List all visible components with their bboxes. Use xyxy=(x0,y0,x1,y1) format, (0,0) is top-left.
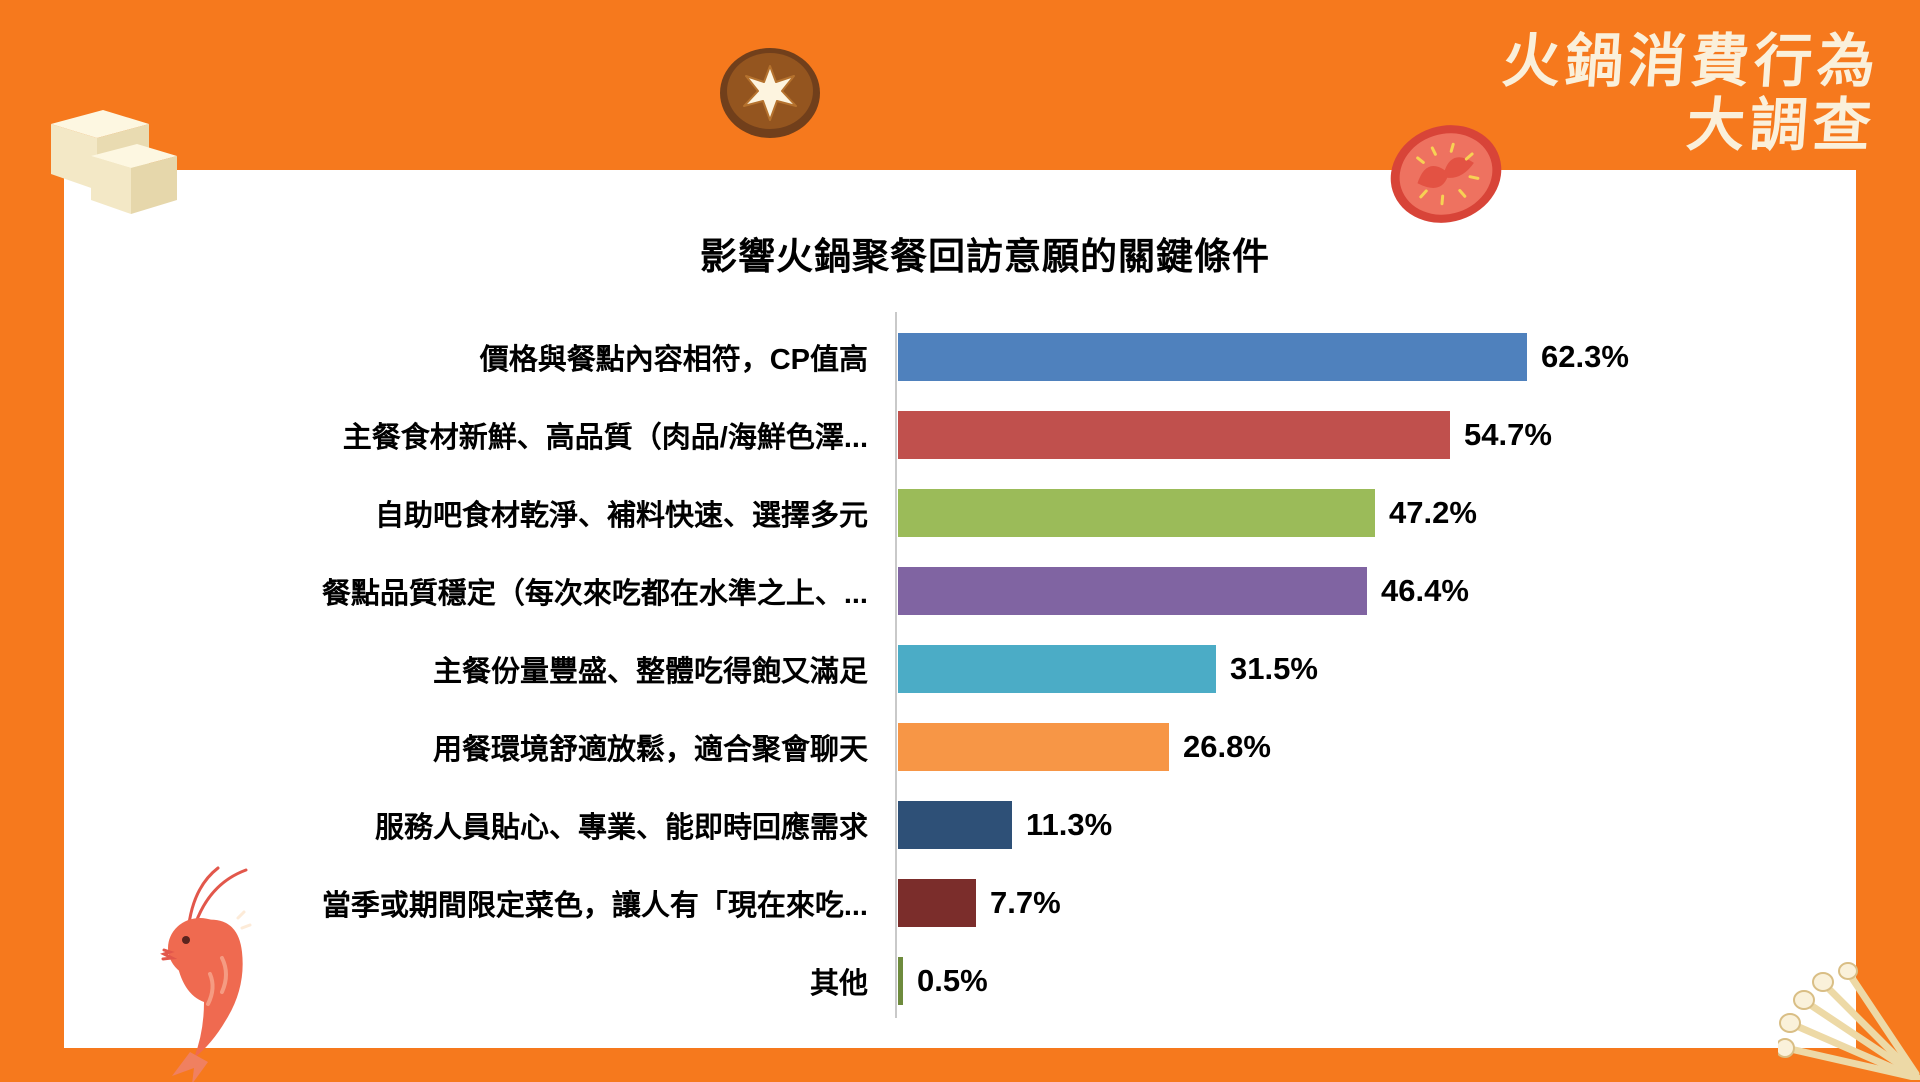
category-label: 價格與餐點內容相符，CP值高 xyxy=(479,344,868,376)
shiitake-mushroom-illustration xyxy=(720,48,820,138)
bar-row: 自助吧食材乾淨、補料快速、選擇多元 47.2% xyxy=(64,474,1836,552)
category-label: 其他 xyxy=(809,968,868,1000)
bar-track: 47.2% xyxy=(895,489,1836,537)
tomato-slice-illustration xyxy=(1390,125,1502,223)
bar xyxy=(898,879,976,927)
bar-track: 26.8% xyxy=(895,723,1836,771)
enoki-mushrooms-illustration xyxy=(1778,962,1920,1080)
bar-track: 62.3% xyxy=(895,333,1836,381)
value-label: 47.2% xyxy=(1389,495,1477,530)
value-label: 54.7% xyxy=(1464,417,1552,452)
category-label: 餐點品質穩定（每次來吃都在水準之上、... xyxy=(321,578,868,610)
bar xyxy=(898,333,1527,381)
tofu-cubes-illustration xyxy=(51,110,177,214)
bar xyxy=(898,957,903,1005)
value-label: 7.7% xyxy=(990,885,1061,920)
value-label: 31.5% xyxy=(1230,651,1318,686)
category-label: 主餐份量豐盛、整體吃得飽又滿足 xyxy=(432,656,868,688)
bar-row: 服務人員貼心、專業、能即時回應需求 11.3% xyxy=(64,786,1836,864)
page-title-line2: 大調查 xyxy=(1684,92,1879,158)
bar-row: 當季或期間限定菜色，讓人有「現在來吃... 7.7% xyxy=(64,864,1836,942)
bar-track: 54.7% xyxy=(895,411,1836,459)
shrimp-illustration xyxy=(160,866,252,1082)
category-label: 服務人員貼心、專業、能即時回應需求 xyxy=(374,812,868,844)
bar-track: 11.3% xyxy=(895,801,1836,849)
value-label: 46.4% xyxy=(1381,573,1469,608)
bar xyxy=(898,489,1375,537)
value-label: 0.5% xyxy=(917,963,988,998)
bar-track: 7.7% xyxy=(895,879,1836,927)
chart-card: 影響火鍋聚餐回訪意願的關鍵條件 價格與餐點內容相符，CP值高 62.3% 主餐食材新… xyxy=(64,170,1856,1048)
bar-track: 31.5% xyxy=(895,645,1836,693)
bar xyxy=(898,645,1216,693)
bar-row: 主餐食材新鮮、高品質（肉品/海鮮色澤... 54.7% xyxy=(64,396,1836,474)
bar-row: 其他 0.5% xyxy=(64,942,1836,1020)
chart-rows: 價格與餐點內容相符，CP值高 62.3% 主餐食材新鮮、高品質（肉品/海鮮色澤...… xyxy=(64,312,1836,1020)
bar xyxy=(898,801,1012,849)
bar xyxy=(898,567,1367,615)
bar-row: 主餐份量豐盛、整體吃得飽又滿足 31.5% xyxy=(64,630,1836,708)
bar-row: 價格與餐點內容相符，CP值高 62.3% xyxy=(64,318,1836,396)
bar-track: 0.5% xyxy=(895,957,1836,1005)
category-label: 自助吧食材乾淨、補料快速、選擇多元 xyxy=(374,500,868,532)
value-label: 62.3% xyxy=(1541,339,1629,374)
category-label: 用餐環境舒適放鬆，適合聚會聊天 xyxy=(432,734,868,766)
bar-row: 餐點品質穩定（每次來吃都在水準之上、... 46.4% xyxy=(64,552,1836,630)
bar-track: 46.4% xyxy=(895,567,1836,615)
page-title: 火鍋消費行為 大調查 xyxy=(1496,29,1883,158)
category-label: 當季或期間限定菜色，讓人有「現在來吃... xyxy=(321,890,868,922)
axis-line xyxy=(895,312,897,1018)
bar-row: 用餐環境舒適放鬆，適合聚會聊天 26.8% xyxy=(64,708,1836,786)
bar xyxy=(898,411,1450,459)
page-title-line1: 火鍋消費行為 xyxy=(1499,29,1883,94)
chart-title: 影響火鍋聚餐回訪意願的關鍵條件 xyxy=(700,236,1270,277)
value-label: 11.3% xyxy=(1026,807,1113,842)
category-label: 主餐食材新鮮、高品質（肉品/海鮮色澤... xyxy=(342,422,868,454)
bar xyxy=(898,723,1169,771)
value-label: 26.8% xyxy=(1183,729,1271,764)
